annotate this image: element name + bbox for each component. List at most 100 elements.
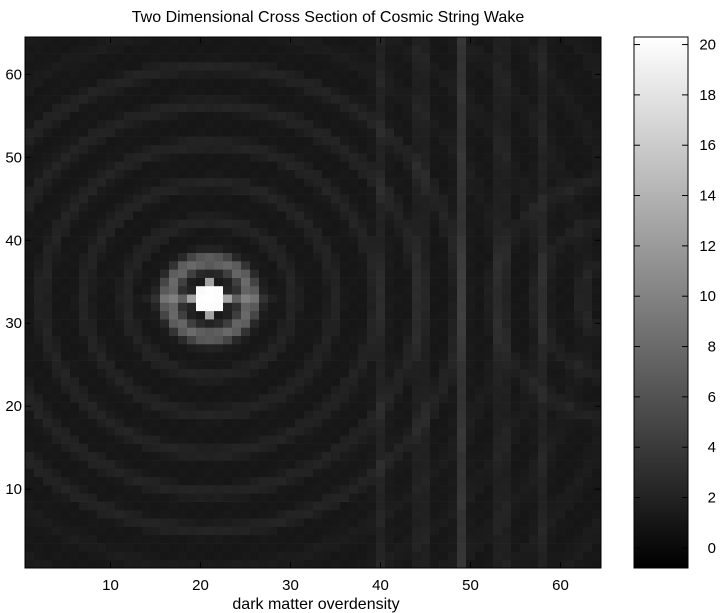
heatmap-cell bbox=[322, 269, 332, 278]
heatmap-cell bbox=[241, 426, 251, 436]
heatmap-cell bbox=[187, 269, 197, 278]
heatmap-cell bbox=[340, 559, 350, 569]
heatmap-cell bbox=[214, 410, 224, 419]
heatmap-cell bbox=[583, 493, 593, 502]
heatmap-cell bbox=[88, 402, 98, 411]
heatmap-cell bbox=[160, 294, 170, 303]
heatmap-cell bbox=[592, 128, 602, 137]
heatmap-cell bbox=[160, 103, 170, 112]
heatmap-cell bbox=[349, 368, 359, 378]
heatmap-cell bbox=[169, 128, 179, 137]
heatmap-cell bbox=[439, 211, 449, 220]
heatmap-cell bbox=[169, 559, 179, 569]
heatmap-cell bbox=[448, 45, 458, 54]
heatmap-cell bbox=[268, 468, 278, 478]
heatmap-cell bbox=[241, 103, 251, 112]
heatmap-cell bbox=[358, 435, 368, 444]
heatmap-cell bbox=[268, 244, 278, 254]
heatmap-cell bbox=[520, 551, 530, 561]
heatmap-cell bbox=[79, 111, 89, 121]
heatmap-cell bbox=[223, 119, 233, 129]
heatmap-cell bbox=[466, 426, 476, 436]
heatmap-cell bbox=[376, 385, 386, 395]
heatmap-cell bbox=[511, 128, 521, 137]
heatmap-cell bbox=[97, 70, 107, 79]
heatmap-cell bbox=[376, 451, 386, 461]
heatmap-cell bbox=[538, 37, 548, 46]
heatmap-cell bbox=[394, 294, 404, 303]
heatmap-cell bbox=[529, 227, 539, 237]
heatmap-cell bbox=[520, 211, 530, 220]
heatmap-cell bbox=[475, 410, 485, 419]
heatmap-cell bbox=[520, 402, 530, 411]
heatmap-cell bbox=[574, 526, 584, 536]
heatmap-cell bbox=[97, 269, 107, 278]
heatmap-cell bbox=[286, 202, 296, 212]
heatmap-cell bbox=[511, 111, 521, 121]
heatmap-cell bbox=[187, 443, 197, 453]
heatmap-cell bbox=[592, 360, 602, 370]
heatmap-cell bbox=[376, 418, 386, 428]
heatmap-cell bbox=[79, 95, 89, 104]
heatmap-cell bbox=[70, 261, 80, 270]
heatmap-cell bbox=[205, 543, 215, 552]
heatmap-cell bbox=[502, 277, 512, 287]
heatmap-cell bbox=[430, 460, 440, 469]
heatmap-cell bbox=[430, 551, 440, 561]
heatmap-cell bbox=[457, 227, 467, 237]
heatmap-cell bbox=[124, 460, 134, 469]
heatmap-cell bbox=[412, 128, 422, 137]
heatmap-cell bbox=[340, 244, 350, 254]
heatmap-cell bbox=[574, 227, 584, 237]
heatmap-cell bbox=[358, 310, 368, 320]
heatmap-cell bbox=[502, 269, 512, 278]
heatmap-cell bbox=[331, 352, 341, 361]
heatmap-cell bbox=[421, 476, 431, 486]
heatmap-cell bbox=[529, 128, 539, 137]
heatmap-cell bbox=[421, 119, 431, 129]
heatmap-cell bbox=[277, 37, 287, 46]
heatmap-cell bbox=[70, 451, 80, 461]
heatmap-cell bbox=[358, 518, 368, 527]
heatmap-cell bbox=[574, 78, 584, 88]
heatmap-cell bbox=[43, 518, 53, 527]
heatmap-cell bbox=[268, 153, 278, 162]
heatmap-cell bbox=[556, 111, 566, 121]
heatmap-cell bbox=[376, 169, 386, 179]
heatmap-cell bbox=[448, 202, 458, 212]
heatmap-cell bbox=[538, 385, 548, 395]
heatmap-cell bbox=[448, 153, 458, 162]
heatmap-cell bbox=[286, 410, 296, 419]
heatmap-cell bbox=[313, 144, 323, 154]
heatmap-cell bbox=[61, 468, 71, 478]
heatmap-cell bbox=[250, 443, 260, 453]
heatmap-cell bbox=[547, 294, 557, 303]
heatmap-cell bbox=[232, 368, 242, 378]
heatmap-cell bbox=[529, 37, 539, 46]
heatmap-cell bbox=[511, 534, 521, 544]
heatmap-cell bbox=[547, 202, 557, 212]
heatmap-cell bbox=[250, 144, 260, 154]
heatmap-cell bbox=[151, 86, 161, 96]
heatmap-cell bbox=[169, 377, 179, 386]
heatmap-cell bbox=[394, 61, 404, 71]
heatmap-cell bbox=[43, 285, 53, 295]
heatmap-cell bbox=[34, 534, 44, 544]
heatmap-cell bbox=[241, 319, 251, 328]
heatmap-cell bbox=[61, 543, 71, 552]
heatmap-cell bbox=[178, 518, 188, 527]
heatmap-cell bbox=[223, 78, 233, 88]
heatmap-cell bbox=[367, 277, 377, 287]
heatmap-cell bbox=[196, 70, 206, 79]
heatmap-cell bbox=[520, 518, 530, 527]
heatmap-cell bbox=[367, 302, 377, 312]
plot-frame bbox=[24, 36, 602, 569]
heatmap-cell bbox=[574, 534, 584, 544]
heatmap-cell bbox=[97, 161, 107, 171]
heatmap-cell bbox=[475, 161, 485, 171]
heatmap-cell bbox=[52, 219, 62, 229]
heatmap-cell bbox=[304, 360, 314, 370]
heatmap-cell bbox=[331, 53, 341, 63]
heatmap-cell bbox=[259, 202, 269, 212]
heatmap-cell bbox=[403, 227, 413, 237]
